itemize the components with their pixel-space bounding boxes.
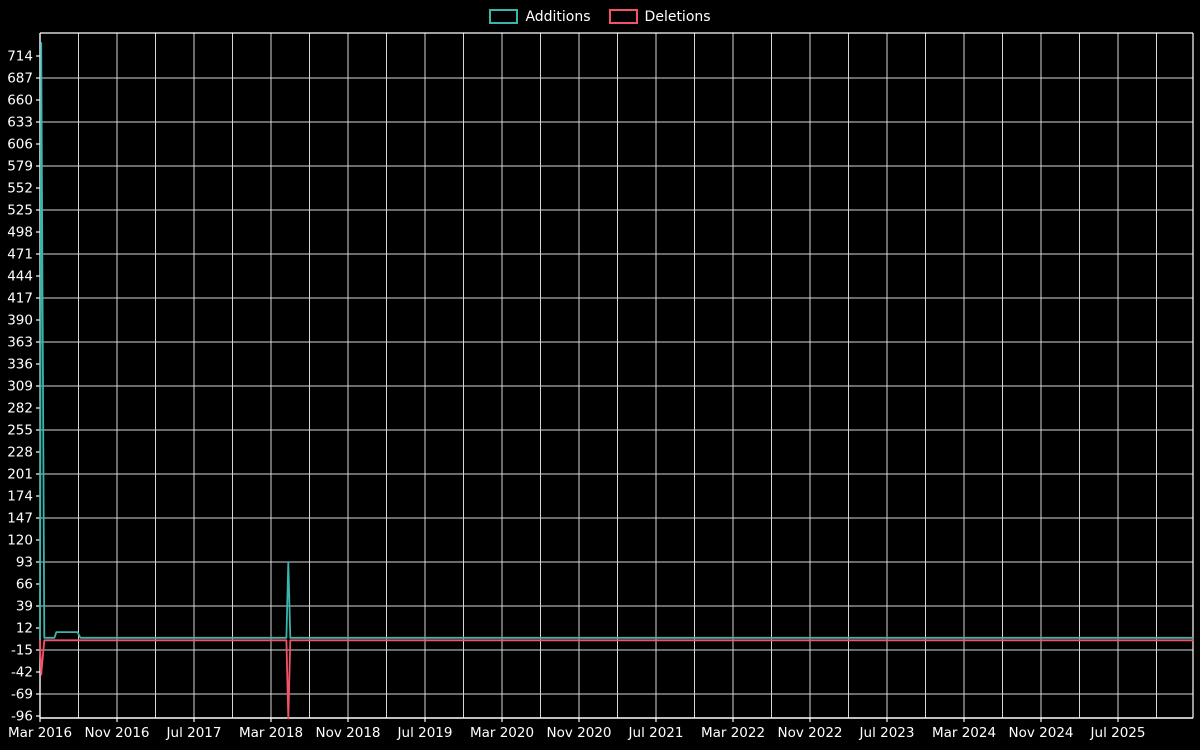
legend-item-deletions[interactable]: Deletions bbox=[608, 8, 711, 25]
y-tick-label: 336 bbox=[7, 357, 33, 373]
y-tick-label: 444 bbox=[7, 269, 33, 285]
x-tick-label: Mar 2020 bbox=[470, 725, 534, 741]
x-tick-label: Mar 2016 bbox=[8, 725, 72, 741]
y-tick-label: 525 bbox=[7, 203, 33, 219]
y-tick-label: 309 bbox=[7, 379, 33, 395]
y-tick-label: 633 bbox=[7, 115, 33, 131]
y-tick-label: 498 bbox=[7, 225, 33, 241]
y-tick-label: 687 bbox=[7, 71, 33, 87]
legend-item-additions[interactable]: Additions bbox=[489, 8, 591, 25]
y-tick-label: -96 bbox=[11, 709, 33, 725]
y-tick-label: 147 bbox=[7, 511, 33, 527]
series-line-additions bbox=[39, 42, 1194, 639]
x-tick-label: Mar 2022 bbox=[701, 725, 765, 741]
y-tick-label: 363 bbox=[7, 335, 33, 351]
series-line-deletions bbox=[39, 639, 1194, 720]
y-tick-label: 417 bbox=[7, 291, 33, 307]
y-tick-label: 174 bbox=[7, 489, 33, 505]
y-tick-label: 282 bbox=[7, 401, 33, 417]
y-tick-label: 606 bbox=[7, 137, 33, 153]
y-tick-label: 201 bbox=[7, 467, 33, 483]
y-tick-label: 714 bbox=[7, 49, 33, 65]
x-tick-label: Nov 2024 bbox=[1009, 725, 1074, 741]
x-tick-label: Nov 2018 bbox=[316, 725, 381, 741]
x-tick-label: Nov 2016 bbox=[85, 725, 150, 741]
x-tick-label: Jul 2017 bbox=[166, 725, 222, 741]
x-tick-label: Jul 2021 bbox=[628, 725, 684, 741]
y-tick-label: 66 bbox=[16, 577, 33, 593]
x-tick-label: Jul 2019 bbox=[397, 725, 453, 741]
y-tick-label: 255 bbox=[7, 423, 33, 439]
x-tick-label: Mar 2018 bbox=[239, 725, 303, 741]
y-tick-label: 12 bbox=[16, 621, 33, 637]
y-tick-label: 39 bbox=[16, 599, 33, 615]
y-tick-label: 228 bbox=[7, 445, 33, 461]
y-tick-label: -42 bbox=[11, 665, 33, 681]
y-tick-label: 120 bbox=[7, 533, 33, 549]
y-tick-label: 471 bbox=[7, 247, 33, 263]
y-tick-label: 93 bbox=[16, 555, 33, 571]
x-tick-label: Jul 2025 bbox=[1090, 725, 1146, 741]
y-tick-label: 552 bbox=[7, 181, 33, 197]
y-tick-label: 390 bbox=[7, 313, 33, 329]
x-tick-label: Jul 2023 bbox=[859, 725, 915, 741]
deletions-legend-label: Deletions bbox=[644, 8, 711, 25]
y-tick-label: -69 bbox=[11, 687, 33, 703]
y-tick-label: -15 bbox=[11, 643, 33, 659]
additions-swatch-icon bbox=[489, 9, 519, 24]
y-tick-label: 660 bbox=[7, 93, 33, 109]
y-tick-label: 579 bbox=[7, 159, 33, 175]
x-tick-label: Nov 2022 bbox=[778, 725, 843, 741]
additions-legend-label: Additions bbox=[525, 8, 591, 25]
x-tick-label: Mar 2024 bbox=[932, 725, 996, 741]
deletions-swatch-icon bbox=[608, 9, 638, 24]
x-tick-label: Nov 2020 bbox=[547, 725, 612, 741]
chart-legend: Additions Deletions bbox=[0, 9, 1200, 24]
